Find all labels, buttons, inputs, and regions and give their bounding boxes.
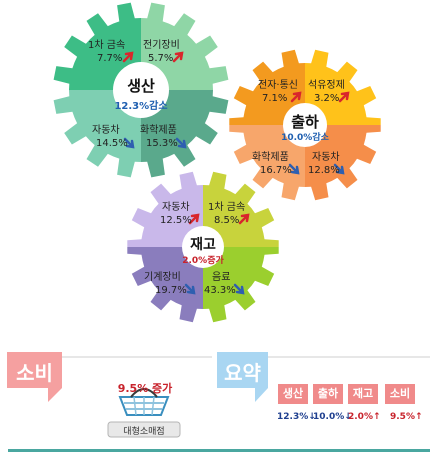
summary-value-text: 9.5%: [390, 412, 415, 422]
summary-value-text: 10.0%: [313, 412, 345, 422]
production-item-value: 5.7%: [148, 53, 174, 64]
consumption-tag: 소비: [16, 361, 53, 385]
inventory-item-value: 19.7%: [155, 285, 187, 296]
summary-tab-consumption: 소비: [385, 384, 415, 404]
inventory-item-label: 음료: [212, 272, 231, 283]
shipment-item-value: 12.8%: [308, 165, 340, 176]
summary-tab-inventory: 재고: [348, 384, 378, 404]
production-item-value: 15.3%: [146, 138, 178, 149]
down-arrow-icon: [233, 283, 245, 295]
up-arrow-icon: ↑: [414, 412, 423, 422]
up-arrow-icon: [172, 51, 184, 63]
production-item-value: 14.5%: [96, 138, 128, 149]
shipment-item-label: 자동차: [312, 152, 340, 163]
down-arrow-icon: ↓: [308, 412, 316, 422]
shopping-basket-icon: [118, 388, 170, 416]
inventory-item-label: 1차 금속: [208, 202, 246, 213]
summary-value-shipment: 10.0%↓: [313, 412, 352, 422]
summary-tag: 요약: [224, 361, 261, 385]
production-summary: 12.3%감소: [114, 101, 168, 112]
inventory-item-label: 자동차: [162, 202, 190, 213]
production-item-value: 7.7%: [97, 53, 123, 64]
down-arrow-icon: [123, 137, 135, 149]
bottom-panel-graphic: [7, 352, 430, 452]
down-arrow-icon: [184, 283, 196, 295]
inventory-item-label: 기계장비: [144, 272, 181, 283]
up-arrow-icon: [122, 51, 134, 63]
shipment-item-label: 석유정제: [308, 80, 345, 91]
summary-tab-production: 생산: [278, 384, 308, 404]
shipment-item-value: 3.2%: [314, 93, 340, 104]
down-arrow-icon: [288, 163, 300, 175]
summary-value-consumption: 9.5%↑: [390, 412, 423, 422]
up-arrow-icon: [238, 213, 250, 225]
production-item-label: 화학제품: [140, 125, 177, 136]
up-arrow-icon: [290, 91, 302, 103]
gear-graphic: [53, 2, 381, 323]
production-item-label: 전기장비: [143, 40, 180, 51]
down-arrow-icon: [333, 163, 345, 175]
down-arrow-icon: ↓: [344, 412, 352, 422]
shipment-title: 출하: [291, 113, 319, 131]
down-arrow-icon: [175, 137, 187, 149]
consumption-tag-shape: [7, 352, 62, 402]
inventory-title: 재고: [190, 237, 216, 253]
summary-value-production: 12.3%↓: [277, 412, 316, 422]
summary-tab-shipment: 출하: [313, 384, 343, 404]
shipment-item-value: 7.1%: [262, 93, 288, 104]
consumption-headline: 9.5% 증가: [117, 382, 173, 395]
production-item-label: 1차 금속: [88, 40, 126, 51]
inventory-item-value: 12.5%: [160, 215, 192, 226]
shipment-hub: [283, 103, 327, 147]
up-arrow-icon: ↑: [372, 412, 381, 422]
production-item-label: 자동차: [92, 125, 120, 136]
summary-value-inventory: 2.0%↑: [348, 412, 381, 422]
shipment-item-label: 전자·통신: [258, 80, 298, 91]
bottom-panel: 소비 9.5% 증가 대형소매점 요약: [0, 345, 437, 456]
shipment-item-label: 화학제품: [252, 152, 289, 163]
inventory-item-value: 8.5%: [214, 215, 240, 226]
shipment-summary: 10.0%감소: [281, 133, 329, 143]
production-hub: [113, 62, 169, 118]
inventory-hub: [182, 226, 224, 268]
shipment-item-value: 16.7%: [260, 165, 292, 176]
inventory-summary: 2.0%증가: [182, 256, 224, 266]
summary-tag-shape: [217, 352, 268, 402]
summary-value-text: 2.0%: [348, 412, 373, 422]
summary-value-text: 12.3%: [277, 412, 309, 422]
production-title: 생산: [127, 77, 155, 95]
inventory-item-value: 43.3%: [204, 285, 236, 296]
store-label: 대형소매점: [123, 427, 165, 437]
up-arrow-icon: [188, 213, 200, 225]
up-arrow-icon: [338, 91, 350, 103]
